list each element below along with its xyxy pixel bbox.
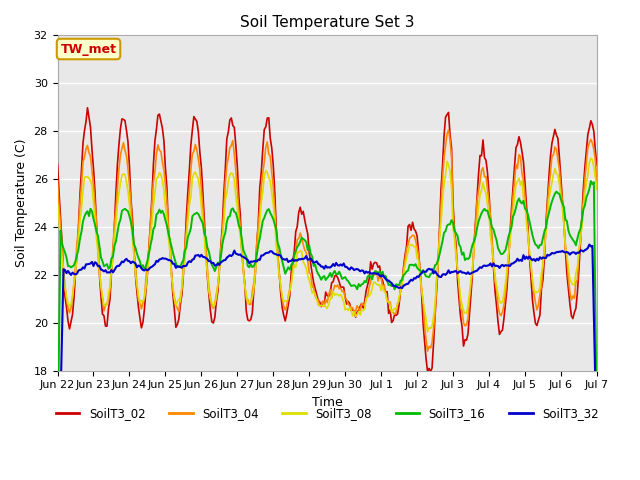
X-axis label: Time: Time	[312, 396, 342, 409]
Title: Soil Temperature Set 3: Soil Temperature Set 3	[240, 15, 415, 30]
Y-axis label: Soil Temperature (C): Soil Temperature (C)	[15, 139, 28, 267]
Text: TW_met: TW_met	[61, 43, 116, 56]
Legend: SoilT3_02, SoilT3_04, SoilT3_08, SoilT3_16, SoilT3_32: SoilT3_02, SoilT3_04, SoilT3_08, SoilT3_…	[51, 403, 604, 425]
